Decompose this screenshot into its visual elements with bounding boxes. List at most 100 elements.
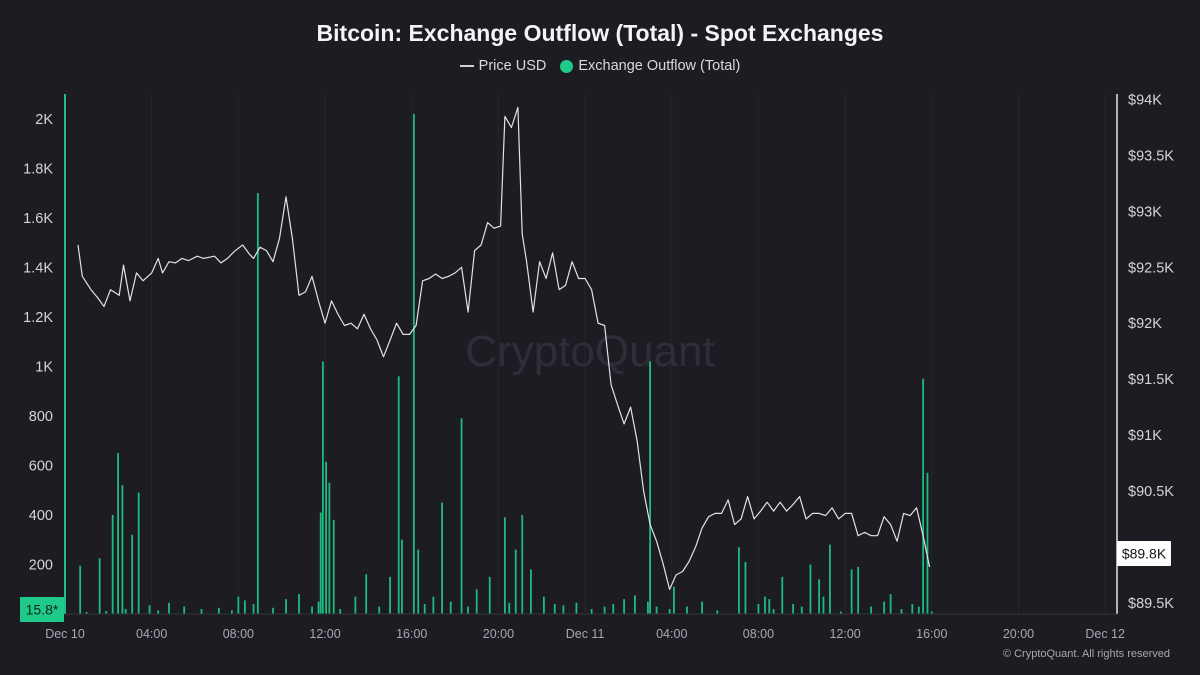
outflow-bar[interactable]	[98, 558, 101, 614]
outflow-bar[interactable]	[417, 549, 420, 614]
outflow-bar[interactable]	[911, 604, 914, 614]
outflow-bar[interactable]	[922, 378, 925, 614]
outflow-bar[interactable]	[792, 604, 795, 614]
outflow-bar[interactable]	[488, 576, 491, 614]
outflow-bar[interactable]	[647, 601, 649, 614]
outflow-bar[interactable]	[328, 482, 331, 614]
outflow-bar[interactable]	[800, 606, 803, 614]
outflow-bar[interactable]	[432, 596, 435, 614]
outflow-bar[interactable]	[157, 610, 160, 614]
outflow-bar[interactable]	[449, 601, 452, 614]
outflow-bar[interactable]	[521, 514, 524, 614]
outflow-bar[interactable]	[365, 574, 368, 614]
outflow-bar[interactable]	[85, 612, 88, 614]
outflow-bar[interactable]	[441, 502, 443, 614]
outflow-bar[interactable]	[243, 600, 246, 614]
outflow-bar[interactable]	[575, 602, 578, 614]
outflow-bar[interactable]	[716, 610, 719, 614]
outflow-bar[interactable]	[822, 596, 825, 614]
outflow-bar[interactable]	[397, 376, 400, 614]
outflow-bar[interactable]	[339, 609, 342, 614]
outflow-bar[interactable]	[121, 485, 124, 614]
outflow-bar[interactable]	[217, 607, 220, 614]
outflow-bar[interactable]	[311, 606, 313, 614]
y-left-tick-label: 400	[29, 508, 53, 524]
outflow-bar[interactable]	[325, 461, 328, 614]
outflow-bar[interactable]	[117, 453, 119, 614]
outflow-bar[interactable]	[870, 606, 873, 614]
outflow-bar[interactable]	[781, 576, 784, 614]
outflow-bar[interactable]	[148, 605, 151, 614]
outflow-bar[interactable]	[655, 606, 658, 614]
outflow-bar[interactable]	[514, 549, 517, 614]
legend-item-outflow[interactable]: Exchange Outflow (Total)	[560, 58, 740, 74]
outflow-bar[interactable]	[378, 606, 381, 614]
outflow-bar[interactable]	[809, 564, 812, 614]
outflow-bar[interactable]	[423, 604, 426, 614]
legend-item-price[interactable]: Price USD	[459, 58, 546, 74]
outflow-bar[interactable]	[649, 361, 651, 614]
outflow-bar[interactable]	[111, 514, 114, 614]
outflow-bar[interactable]	[467, 606, 469, 614]
outflow-bar[interactable]	[603, 606, 606, 614]
outflow-bar[interactable]	[412, 113, 415, 615]
outflow-bar[interactable]	[319, 512, 322, 614]
outflow-bar[interactable]	[623, 599, 625, 614]
outflow-bar[interactable]	[230, 610, 233, 614]
outflow-bar[interactable]	[252, 604, 255, 614]
outflow-bar[interactable]	[926, 472, 929, 614]
outflow-bar[interactable]	[829, 544, 831, 614]
outflow-bar[interactable]	[389, 576, 391, 614]
outflow-bar[interactable]	[857, 566, 860, 614]
outflow-bar[interactable]	[124, 609, 127, 614]
outflow-bar[interactable]	[460, 418, 463, 614]
outflow-bar[interactable]	[772, 609, 775, 614]
outflow-bar[interactable]	[673, 586, 675, 614]
outflow-bar[interactable]	[889, 594, 892, 614]
outflow-bar[interactable]	[612, 604, 615, 614]
outflow-bar[interactable]	[930, 611, 933, 614]
outflow-bar[interactable]	[332, 519, 335, 614]
outflow-bar[interactable]	[401, 539, 403, 614]
outflow-bar[interactable]	[530, 569, 532, 614]
outflow-bar[interactable]	[504, 517, 506, 614]
price-line[interactable]	[77, 106, 931, 590]
outflow-bar[interactable]	[590, 609, 593, 614]
outflow-bar[interactable]	[900, 609, 903, 614]
outflow-bar[interactable]	[105, 611, 108, 614]
outflow-bar[interactable]	[744, 562, 747, 614]
outflow-bar[interactable]	[562, 605, 565, 614]
outflow-bar[interactable]	[738, 547, 740, 614]
outflow-bar[interactable]	[79, 565, 82, 614]
outflow-bar[interactable]	[818, 579, 821, 614]
outflow-bar[interactable]	[183, 606, 186, 614]
outflow-bar[interactable]	[200, 609, 203, 614]
outflow-bar[interactable]	[764, 596, 766, 614]
outflow-bar[interactable]	[321, 361, 324, 614]
outflow-bar[interactable]	[508, 602, 511, 614]
outflow-bar[interactable]	[757, 604, 760, 614]
outflow-bar[interactable]	[475, 589, 478, 614]
outflow-bar[interactable]	[850, 569, 853, 614]
outflow-bar[interactable]	[272, 607, 274, 614]
outflow-bar[interactable]	[285, 599, 287, 614]
outflow-bar[interactable]	[298, 594, 300, 614]
outflow-bar[interactable]	[237, 596, 240, 614]
outflow-bar[interactable]	[317, 601, 320, 614]
outflow-bar[interactable]	[668, 609, 671, 614]
outflow-bar[interactable]	[839, 611, 842, 614]
outflow-bar[interactable]	[686, 606, 688, 614]
outflow-bar[interactable]	[543, 596, 545, 614]
outflow-bar[interactable]	[354, 596, 357, 614]
outflow-bar[interactable]	[883, 601, 886, 614]
outflow-bar[interactable]	[768, 599, 771, 614]
outflow-bar[interactable]	[701, 601, 703, 614]
outflow-bar[interactable]	[553, 604, 556, 614]
outflow-bar[interactable]	[256, 193, 259, 615]
outflow-bar[interactable]	[634, 595, 636, 614]
outflow-bar[interactable]	[131, 534, 134, 614]
outflow-bar[interactable]	[917, 606, 920, 614]
outflow-bar[interactable]	[168, 602, 170, 614]
outflow-bar[interactable]	[137, 492, 140, 614]
